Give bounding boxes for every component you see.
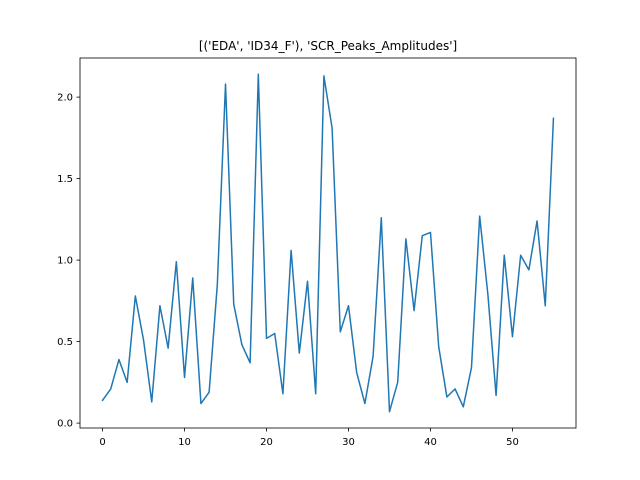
x-tick-label: 0	[99, 437, 105, 448]
y-tick-label: 1.0	[57, 256, 73, 267]
chart-title: [('EDA', 'ID34_F'), 'SCR_Peaks_Amplitude…	[199, 39, 457, 53]
x-axis: 0 10 20 30 40 50	[99, 428, 519, 448]
x-tick-label: 40	[424, 437, 437, 448]
y-axis: 0.0 0.5 1.0 1.5 2.0	[57, 93, 80, 430]
x-tick-label: 30	[342, 437, 355, 448]
x-tick-label: 50	[506, 437, 519, 448]
y-tick-label: 0.5	[57, 337, 73, 348]
axes-frame	[79, 57, 577, 429]
y-tick-label: 1.5	[57, 174, 73, 185]
series-line-0	[101, 73, 555, 413]
plot-area	[101, 73, 555, 413]
y-tick-label: 0.0	[57, 419, 73, 430]
x-tick-label: 20	[260, 437, 273, 448]
y-tick-label: 2.0	[57, 93, 73, 104]
x-tick-label: 10	[178, 437, 191, 448]
